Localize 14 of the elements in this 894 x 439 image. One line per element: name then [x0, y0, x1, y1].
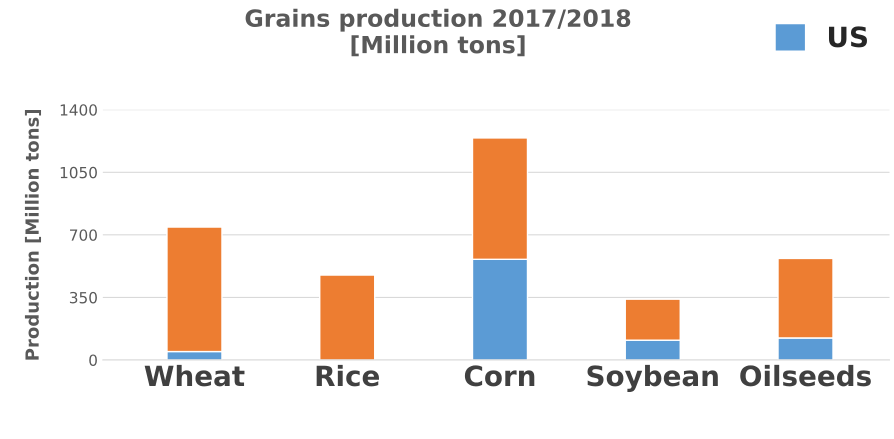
y-tick-label: 1050 [60, 166, 97, 178]
legend-label: US [828, 26, 867, 48]
x-tick-label: Oilseeds [740, 364, 871, 386]
y-tick-label: 700 [70, 229, 97, 241]
x-tick-label: Wheat [144, 364, 244, 386]
bar [319, 274, 376, 360]
y-tick-label: 0 [89, 354, 97, 366]
x-tick-label: Soybean [588, 364, 718, 392]
x-tick-label: Corn [464, 365, 534, 386]
y-tick-label: 1400 [60, 104, 97, 116]
y-axis-title: Production [Million tons] [24, 110, 42, 360]
x-tick-label: Rice [316, 364, 379, 386]
chart-title: Grains production 2017/2018 [Million tons] [246, 8, 630, 56]
y-tick-label: 350 [70, 292, 97, 304]
